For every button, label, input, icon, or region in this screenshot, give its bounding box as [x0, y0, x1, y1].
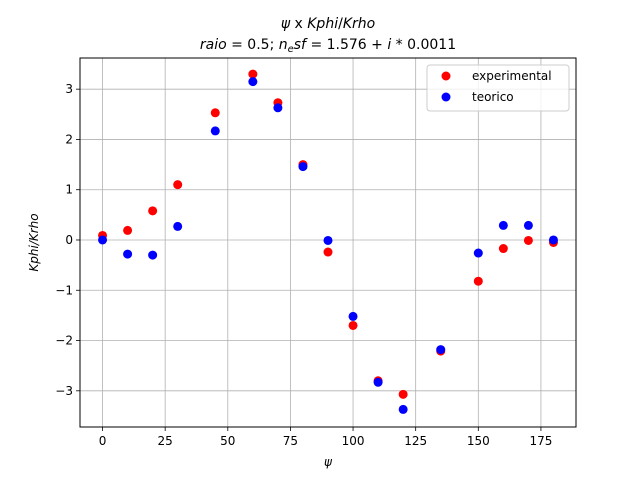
axis-ticks: 0 25 50 75 100 125 150 175 −3 −2 −1 0 1 2 3: [55, 82, 552, 448]
x-tick-label: 150: [467, 434, 490, 448]
point-teorico: [548, 235, 558, 245]
data-points: [98, 69, 558, 414]
x-tick-label: 0: [99, 434, 107, 448]
point-experimental: [210, 108, 220, 118]
point-teorico: [323, 235, 333, 245]
grid: [80, 58, 576, 427]
point-experimental: [398, 389, 408, 399]
point-experimental: [248, 69, 258, 79]
x-tick-label: 175: [529, 434, 552, 448]
legend-marker-teorico: [441, 92, 451, 102]
point-experimental: [523, 235, 533, 245]
x-axis-label: ψ: [324, 455, 333, 469]
legend-marker-experimental: [441, 71, 451, 81]
point-teorico: [123, 249, 133, 259]
point-teorico: [248, 77, 258, 87]
point-experimental: [498, 244, 508, 254]
point-teorico: [298, 162, 308, 172]
x-tick-label: 100: [342, 434, 365, 448]
y-tick-label: −2: [55, 334, 73, 348]
legend: experimental teorico: [426, 64, 570, 112]
y-tick-label: 1: [65, 183, 73, 197]
point-experimental: [473, 276, 483, 286]
point-experimental: [148, 206, 158, 216]
legend-label-experimental: experimental: [472, 69, 552, 83]
point-experimental: [173, 180, 183, 190]
chart-title-line1: ψ x Kphi/Krho: [281, 16, 375, 32]
y-tick-label: −1: [55, 283, 73, 297]
y-tick-label: 0: [65, 233, 73, 247]
point-teorico: [273, 103, 283, 113]
point-teorico: [373, 377, 383, 387]
point-teorico: [436, 345, 446, 355]
point-experimental: [348, 320, 358, 330]
chart-title-line2: raio = 0.5; nesf = 1.576 + i * 0.0011: [200, 37, 456, 55]
point-teorico: [348, 311, 358, 321]
legend-box: [426, 64, 570, 112]
legend-label-teorico: teorico: [472, 90, 514, 104]
x-tick-label: 75: [283, 434, 298, 448]
x-tick-label: 50: [220, 434, 235, 448]
point-teorico: [398, 404, 408, 414]
point-experimental: [323, 247, 333, 257]
point-teorico: [210, 126, 220, 136]
y-tick-label: 2: [65, 132, 73, 146]
point-teorico: [148, 250, 158, 260]
point-teorico: [473, 248, 483, 258]
x-tick-label: 125: [404, 434, 427, 448]
y-tick-label: 3: [65, 82, 73, 96]
point-teorico: [173, 221, 183, 231]
point-teorico: [98, 235, 108, 245]
plot-area-frame: [79, 57, 577, 428]
point-teorico: [498, 220, 508, 230]
y-tick-label: −3: [55, 384, 73, 398]
x-tick-label: 25: [158, 434, 173, 448]
point-experimental: [123, 225, 133, 235]
y-axis-label: Kphi/Krho: [27, 213, 41, 271]
point-teorico: [523, 220, 533, 230]
